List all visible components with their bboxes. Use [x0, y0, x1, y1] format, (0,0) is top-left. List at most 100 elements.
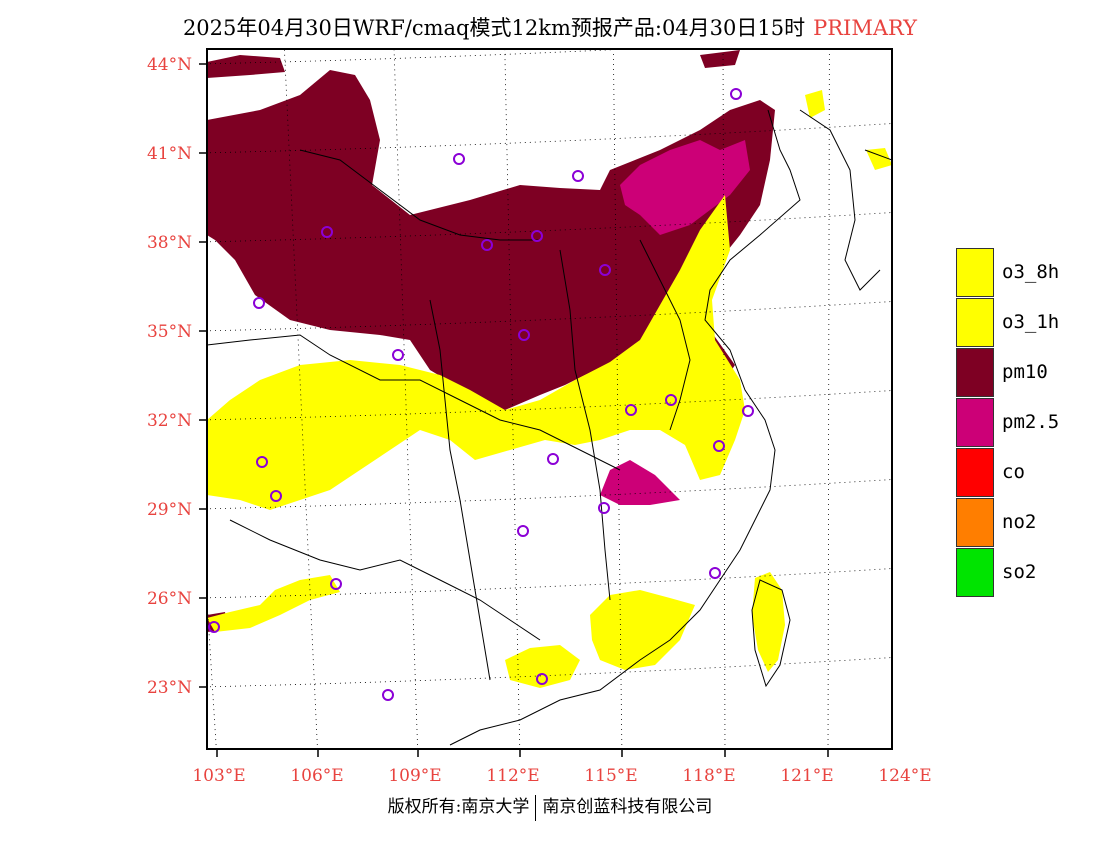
footer-divider: [535, 794, 537, 821]
province-boundary: [299, 149, 540, 241]
map-frame: [206, 48, 893, 750]
lat-label: 32°N: [146, 411, 192, 431]
parallel-line: [207, 568, 892, 599]
legend-item-so2: so2: [956, 548, 1096, 598]
station-marker: [730, 88, 742, 100]
station-marker: [517, 525, 529, 537]
o3-region-japan: [866, 148, 892, 170]
o3-region-korea: [805, 90, 825, 118]
pm25-region-central: [600, 460, 680, 505]
station-marker: [531, 230, 543, 242]
legend-label: co: [1002, 461, 1025, 483]
station-marker: [665, 394, 677, 406]
o3-region-central: [207, 195, 745, 510]
meridian-line: [207, 593, 217, 749]
province-boundary: [559, 249, 611, 601]
legend-label: no2: [1002, 511, 1037, 533]
pollution-layer: [207, 50, 892, 688]
legend-label: o3_1h: [1002, 311, 1060, 333]
meridian-line: [612, 49, 623, 749]
meridian-line: [504, 49, 521, 749]
station-marker: [256, 456, 268, 468]
legend-item-o3-1h: o3_1h: [956, 298, 1096, 348]
title-text: 2025年04月30日WRF/cmaq模式12km预报产品:04月30日15时: [182, 16, 806, 40]
legend-swatch: [956, 298, 994, 347]
lon-label: 103°E: [192, 766, 246, 786]
legend: o3_8h o3_1h pm10 pm2.5 co no2 so2: [956, 248, 1096, 598]
legend-swatch: [956, 248, 994, 297]
pm25-region-north: [620, 140, 750, 235]
station-marker: [599, 264, 611, 276]
lon-label: 121°E: [780, 766, 834, 786]
map-title: 2025年04月30日WRF/cmaq模式12km预报产品:04月30日15时 P…: [0, 12, 1100, 42]
legend-label: pm2.5: [1002, 411, 1060, 433]
station-marker: [208, 621, 220, 633]
lon-label: 124°E: [878, 766, 932, 786]
lat-label: 38°N: [146, 233, 192, 253]
pm10-patch-ne: [700, 50, 740, 68]
parallel-line: [207, 123, 892, 154]
station-marker: [742, 405, 754, 417]
lat-label: 26°N: [146, 589, 192, 609]
station-marker: [481, 239, 493, 251]
axis-ticks: [199, 63, 829, 757]
meridian-line: [935, 40, 939, 760]
lat-label: 35°N: [146, 322, 192, 342]
legend-swatch: [956, 348, 994, 397]
legend-swatch: [956, 548, 994, 597]
station-marker: [253, 297, 265, 309]
japan-outline: [864, 149, 892, 175]
station-marker: [598, 502, 610, 514]
legend-item-no2: no2: [956, 498, 1096, 548]
lat-label: 44°N: [146, 55, 192, 75]
province-boundary: [429, 299, 491, 681]
station-marker: [321, 226, 333, 238]
parallel-line: [207, 657, 892, 688]
legend-swatch: [956, 398, 994, 447]
coastline: [449, 109, 801, 746]
parallel-line: [207, 49, 637, 65]
province-boundary: [229, 519, 541, 641]
legend-item-co: co: [956, 448, 1096, 498]
station-marker: [330, 578, 342, 590]
copyright-footer: 版权所有:南京大学 南京创蓝科技有限公司: [0, 792, 1100, 821]
boundary-lines: [207, 109, 892, 746]
station-marker: [709, 567, 721, 579]
title-tag: PRIMARY: [813, 16, 918, 40]
lon-label: 118°E: [682, 766, 736, 786]
province-boundary: [207, 334, 621, 471]
legend-item-pm10: pm10: [956, 348, 1096, 398]
o3-region-south: [590, 590, 695, 670]
lon-label: 106°E: [290, 766, 344, 786]
parallel-line: [207, 212, 892, 243]
meridian-line: [722, 49, 726, 749]
legend-swatch: [956, 448, 994, 497]
meridian-line: [827, 49, 830, 749]
taiwan-outline: [751, 579, 791, 688]
station-marker: [270, 490, 282, 502]
lat-label: 29°N: [146, 500, 192, 520]
o3-region-yunnan: [207, 575, 340, 632]
copyright-right: 南京创蓝科技有限公司: [542, 797, 713, 817]
legend-label: o3_8h: [1002, 261, 1060, 283]
o3-region-guangxi: [505, 645, 580, 688]
station-marker: [625, 404, 637, 416]
legend-item-o3-8h: o3_8h: [956, 248, 1096, 298]
parallel-line: [207, 390, 892, 421]
pm10-patch-west: [207, 55, 285, 78]
legend-item-pm25: pm2.5: [956, 398, 1096, 448]
legend-label: pm10: [1002, 361, 1048, 383]
station-marker: [713, 440, 725, 452]
korea-outline: [799, 109, 881, 291]
graticule: [207, 40, 939, 760]
meridian-line: [393, 49, 419, 749]
o3-region-taiwan: [752, 572, 785, 672]
parallel-line: [207, 301, 892, 332]
lon-label: 109°E: [388, 766, 442, 786]
legend-label: so2: [1002, 561, 1037, 583]
lon-label: 115°E: [584, 766, 638, 786]
meridian-line: [283, 49, 318, 749]
province-boundary: [639, 239, 691, 431]
station-marker: [536, 673, 548, 685]
